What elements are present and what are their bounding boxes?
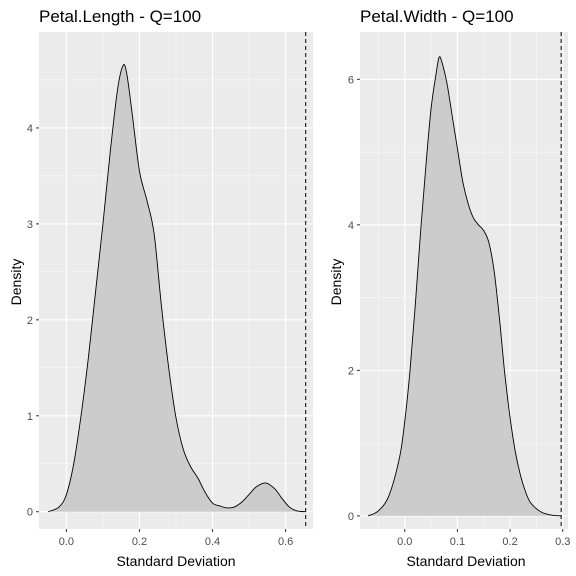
petal-length-x-tick-label: 0.2 — [132, 536, 147, 548]
petal-length-density-area — [48, 64, 306, 512]
petal-length-x-axis-label: Standard Deviation — [116, 553, 235, 569]
petal-length-x-tick-label: 0.6 — [278, 536, 293, 548]
petal-width-x-tick-label: 0.2 — [502, 536, 517, 548]
petal-width-y-tick-label: 2 — [348, 365, 354, 377]
petal-width-x-tick-label: 0.0 — [397, 536, 412, 548]
petal-length-y-tick-label: 4 — [27, 123, 33, 135]
petal-width-x-tick-label: 0.1 — [450, 536, 465, 548]
petal-length-density-line — [47, 64, 306, 513]
petal-length-y-axis-label: Density — [8, 259, 24, 306]
petal-length-x-tick-label: 0.4 — [205, 536, 220, 548]
petal-width-density-area — [367, 56, 562, 516]
petal-width-panel: 0.0 0.1 0.2 0.3 0 2 4 6 Petal.Width - Q=100 Den… — [328, 7, 570, 569]
petal-width-x-axis-label: Standard Deviation — [406, 553, 525, 569]
petal-width-y-tick-label: 4 — [348, 220, 354, 232]
petal-width-y-tick-label: 6 — [348, 74, 354, 86]
petal-width-title: Petal.Width - Q=100 — [360, 7, 514, 26]
petal-length-x-tick-label: 0.0 — [59, 536, 74, 548]
petal-length-y-tick-label: 0 — [27, 507, 33, 519]
petal-length-y-tick-label: 3 — [27, 219, 33, 231]
petal-length-panel: 0.0 0.2 0.4 0.6 0 1 2 3 4 Petal.Length - Q=100 D… — [8, 7, 313, 569]
petal-length-y-tick-label: 2 — [27, 315, 33, 327]
petal-width-y-axis-label: Density — [328, 259, 344, 306]
petal-width-density-line — [367, 56, 562, 517]
petal-length-y-tick-label: 1 — [27, 411, 33, 423]
petal-width-x-tick-label: 0.3 — [555, 536, 570, 548]
petal-length-title: Petal.Length - Q=100 — [39, 7, 201, 26]
petal-width-y-tick-label: 0 — [348, 511, 354, 523]
